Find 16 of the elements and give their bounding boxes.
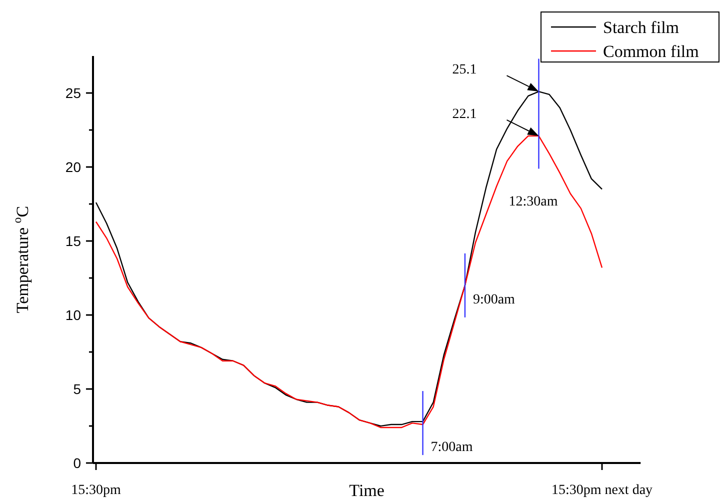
annotation: 9:00am bbox=[472, 292, 516, 308]
x-tick-label: 15:30pm next day bbox=[551, 483, 653, 498]
x-axis-title: Time bbox=[349, 481, 384, 500]
y-tick-label: 25 bbox=[65, 85, 82, 101]
annotation: 22.1 bbox=[452, 106, 477, 122]
y-tick-label: 15 bbox=[65, 233, 82, 249]
y-tick-label: 0 bbox=[73, 455, 82, 471]
annotation: 25.1 bbox=[452, 62, 477, 78]
y-tick-label: 10 bbox=[65, 307, 82, 323]
y-tick-label: 20 bbox=[65, 159, 82, 175]
annotation: 7:00am bbox=[430, 440, 473, 456]
y-tick-label: 5 bbox=[73, 381, 82, 397]
annotation: 12:30am bbox=[508, 194, 558, 210]
legend-label: Common film bbox=[603, 42, 699, 61]
x-tick-label: 15:30pm bbox=[71, 483, 121, 498]
legend-label: Starch film bbox=[603, 18, 680, 37]
